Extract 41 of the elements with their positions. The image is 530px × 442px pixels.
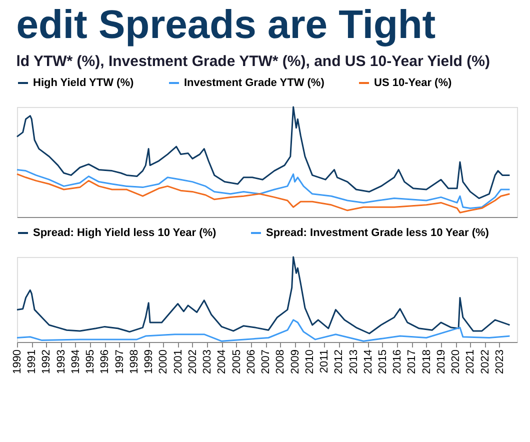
x-tick-label: 1992 <box>40 350 53 374</box>
x-tick-label: 2019 <box>435 350 448 374</box>
x-tick-label: 1996 <box>99 350 112 374</box>
x-tick-label: 1993 <box>55 350 68 374</box>
legend-label: US 10-Year (%) <box>374 77 452 89</box>
x-tick-label: 2010 <box>304 350 316 374</box>
x-tick-label: 2015 <box>376 350 389 374</box>
x-tick-label: 2018 <box>420 350 433 374</box>
x-tick-label: 1998 <box>128 350 140 374</box>
chart-subtitle: ld YTW* (%), Investment Grade YTW* (%), and US 10-Year Yield (%) <box>16 53 490 70</box>
x-tick-label: 2004 <box>216 350 228 374</box>
x-tick-label: 2001 <box>172 350 184 374</box>
x-tick-label: 1997 <box>114 350 126 374</box>
x-tick-label: 1994 <box>70 350 82 374</box>
x-tick-label: 2023 <box>494 350 506 374</box>
chart-title: edit Spreads are Tight <box>16 3 436 47</box>
x-tick-label: 2014 <box>362 350 374 374</box>
x-tick-label: 2008 <box>274 350 287 374</box>
x-tick-label: 2007 <box>260 350 272 374</box>
x-tick-label: 2017 <box>406 350 418 374</box>
legend-label: Spread: Investment Grade less 10 Year (%) <box>266 227 490 239</box>
legend-label: Investment Grade YTW (%) <box>184 77 325 89</box>
legend-label: Spread: High Yield less 10 Year (%) <box>33 227 217 239</box>
legend-label: High Yield YTW (%) <box>33 77 134 89</box>
x-tick-label: 2003 <box>202 350 214 374</box>
x-tick-label: 1999 <box>143 350 156 374</box>
x-tick-label: 2009 <box>289 350 302 374</box>
x-tick-label: 2020 <box>450 350 462 374</box>
x-tick-label: 2013 <box>348 350 360 374</box>
x-tick-label: 1995 <box>84 350 97 374</box>
x-tick-label: 2006 <box>245 350 258 374</box>
x-tick-label: 2005 <box>230 350 243 374</box>
x-tick-label: 1991 <box>26 350 38 374</box>
x-tick-label: 1990 <box>12 350 24 374</box>
x-tick-label: 2011 <box>318 350 331 374</box>
x-tick-label: 2022 <box>479 350 492 374</box>
x-tick-label: 2000 <box>158 350 170 374</box>
x-tick-label: 2016 <box>392 350 404 374</box>
x-tick-label: 2012 <box>333 350 346 374</box>
x-tick-label: 2021 <box>464 350 477 374</box>
x-tick-label: 2002 <box>186 350 199 374</box>
